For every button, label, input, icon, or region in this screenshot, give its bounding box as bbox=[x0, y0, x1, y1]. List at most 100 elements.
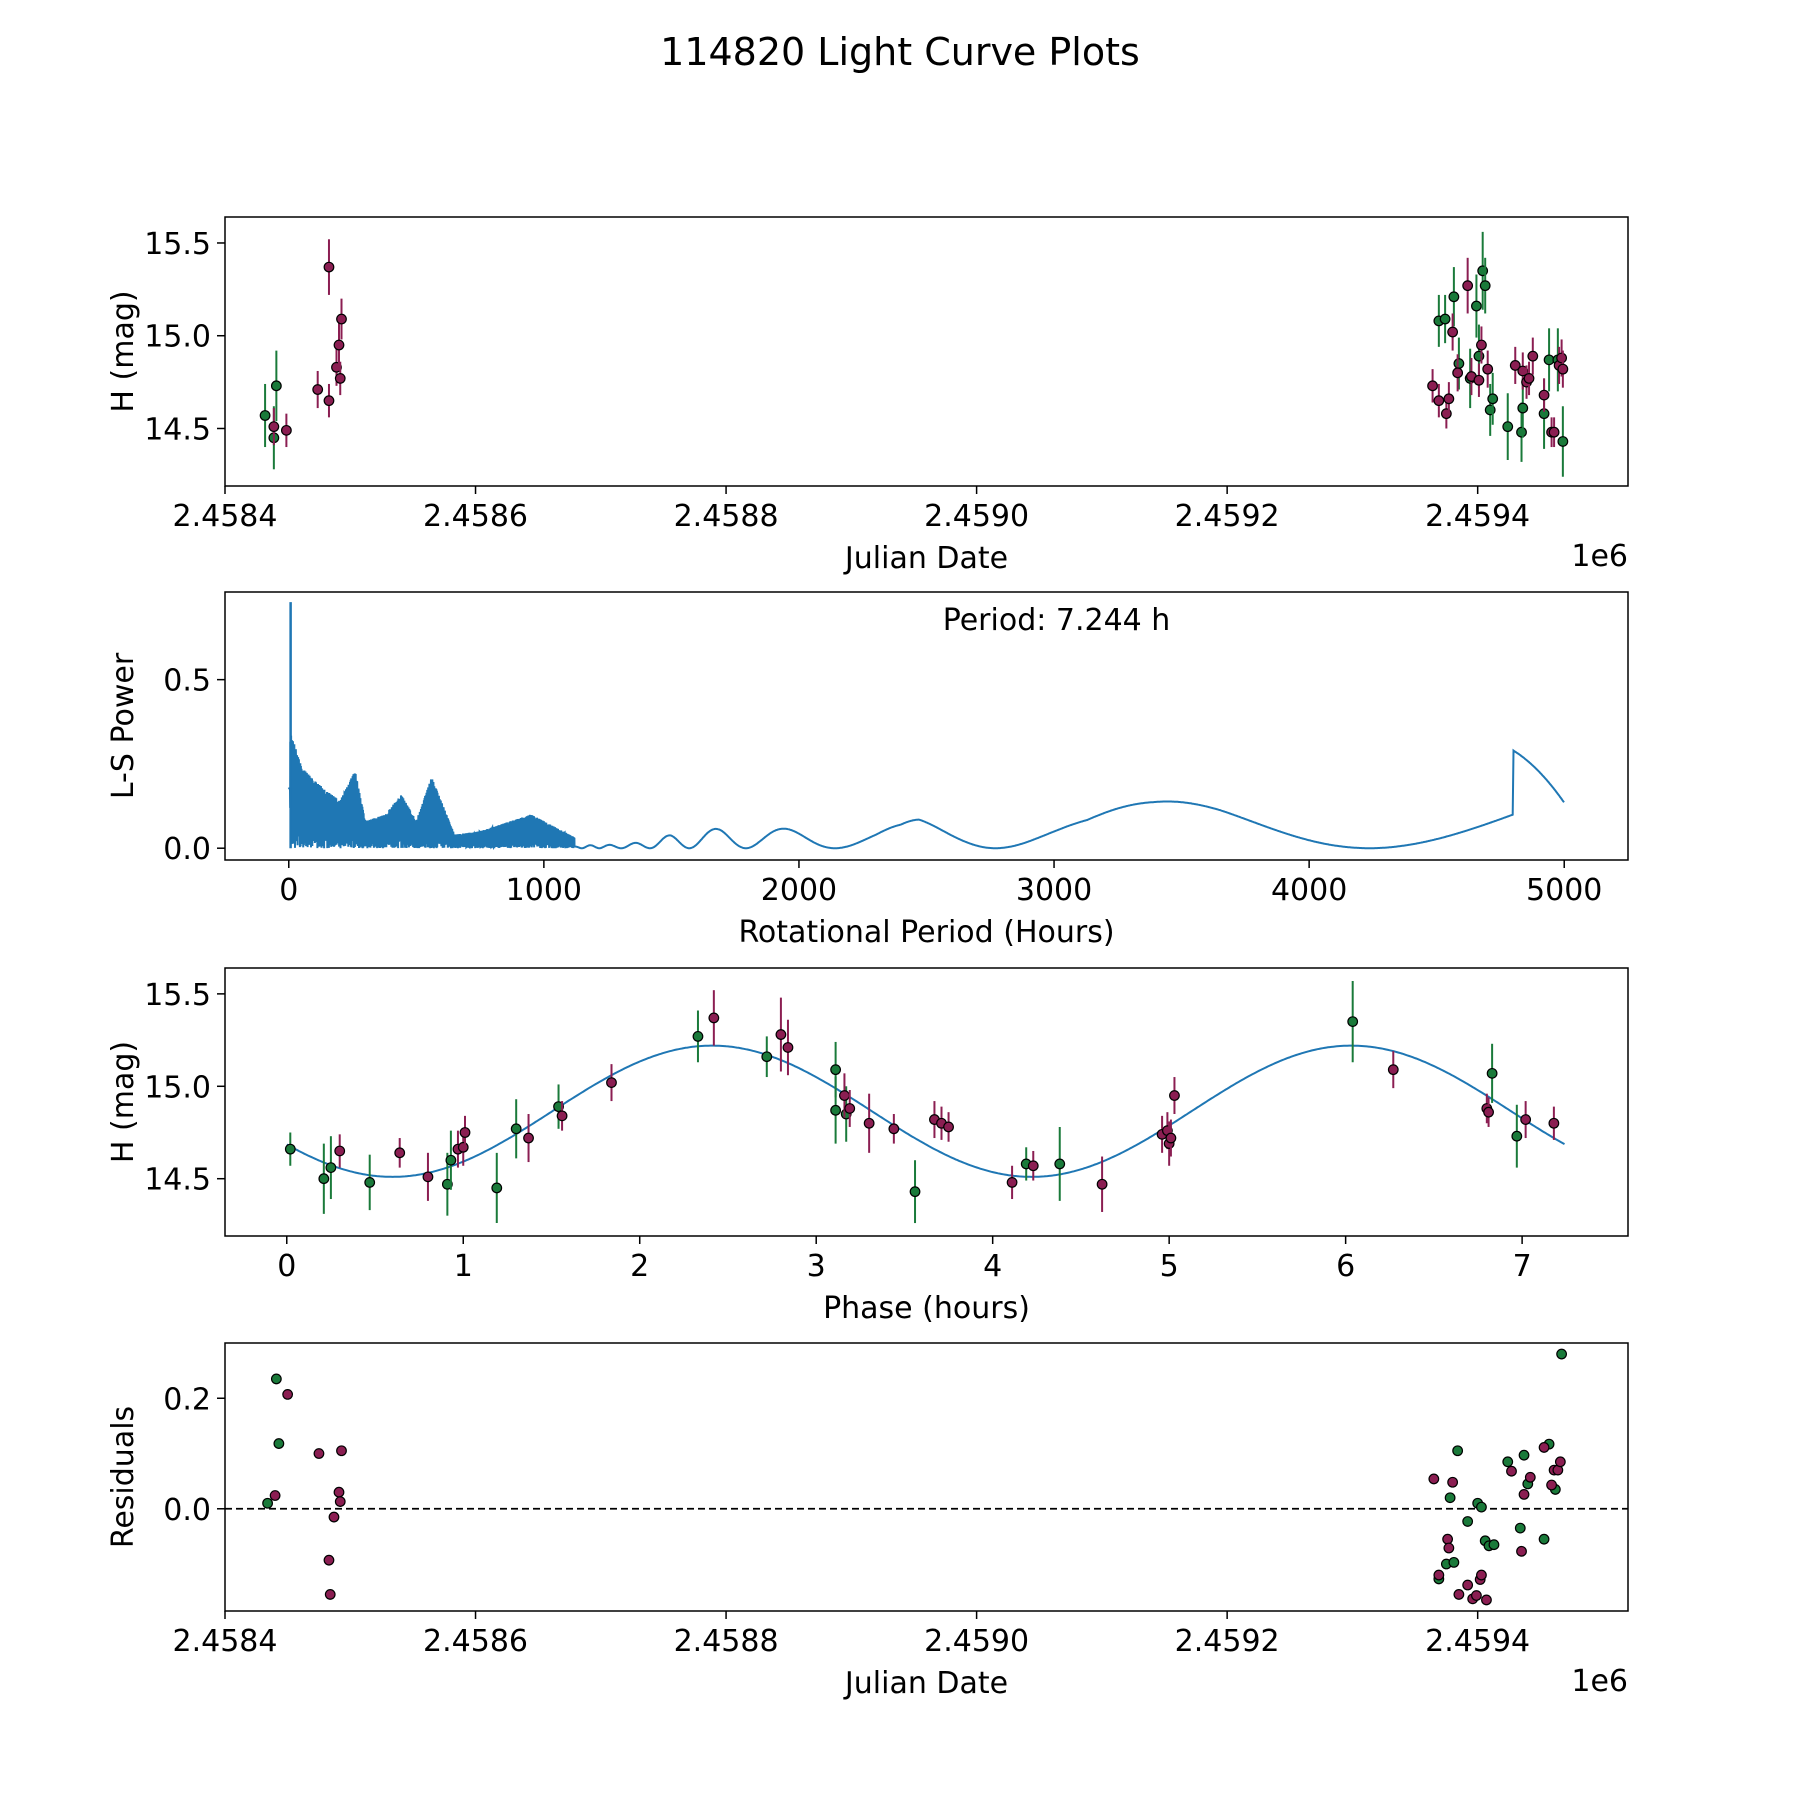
data-point-purple bbox=[1433, 395, 1445, 407]
data-point-purple bbox=[457, 1141, 469, 1153]
data-point-purple bbox=[1548, 426, 1560, 438]
x-tick-label: 1000 bbox=[506, 873, 582, 908]
data-point-purple bbox=[1517, 365, 1529, 377]
plot-area bbox=[259, 231, 1569, 477]
data-point-purple bbox=[1481, 1594, 1492, 1606]
data-point-purple bbox=[1506, 1465, 1517, 1477]
data-point-purple bbox=[1428, 1473, 1440, 1485]
data-point-purple bbox=[1546, 1479, 1557, 1491]
y-tick-label: 14.5 bbox=[144, 412, 211, 447]
data-point-purple bbox=[1476, 1569, 1487, 1581]
x-tick-label: 2000 bbox=[761, 873, 837, 908]
data-point-purple bbox=[782, 1042, 794, 1053]
data-point-purple bbox=[1548, 1117, 1560, 1129]
data-point-purple bbox=[336, 313, 347, 325]
data-point-purple bbox=[1483, 1106, 1494, 1118]
data-point-green bbox=[273, 1438, 285, 1449]
data-point-green bbox=[1471, 300, 1482, 312]
data-point-purple bbox=[1509, 360, 1521, 371]
data-point-green bbox=[262, 1497, 273, 1509]
x-tick-label: 2.4590 bbox=[924, 499, 1029, 534]
x-tick-label: 4000 bbox=[1271, 873, 1347, 908]
data-point-green bbox=[259, 410, 271, 421]
data-point-purple bbox=[863, 1117, 875, 1129]
data-point-purple bbox=[1482, 363, 1494, 375]
x-tick-label: 2.4592 bbox=[1175, 1624, 1280, 1659]
data-point-purple bbox=[1462, 280, 1474, 292]
x-axis-label: Phase (hours) bbox=[823, 1291, 1030, 1326]
data-point-green bbox=[1448, 1556, 1460, 1568]
x-axis-label: Julian Date bbox=[843, 541, 1008, 576]
data-point-purple bbox=[333, 1486, 345, 1498]
data-point-green bbox=[1543, 354, 1555, 366]
data-point-purple bbox=[606, 1077, 617, 1088]
data-point-purple bbox=[943, 1121, 954, 1133]
x-tick-label: 5 bbox=[1160, 1249, 1179, 1284]
axes-frame bbox=[224, 1342, 1629, 1612]
data-point-green bbox=[325, 1162, 337, 1174]
data-point-purple bbox=[1165, 1132, 1177, 1144]
data-point-green bbox=[1516, 426, 1527, 438]
data-point-green bbox=[1054, 1158, 1066, 1170]
data-point-purple bbox=[1476, 339, 1487, 351]
x-tick-label: 2 bbox=[630, 1249, 649, 1284]
data-point-green bbox=[1518, 1449, 1530, 1461]
data-point-purple bbox=[1471, 1590, 1482, 1601]
data-point-purple bbox=[280, 424, 292, 436]
data-point-green bbox=[318, 1173, 330, 1185]
data-point-green bbox=[1452, 1445, 1464, 1457]
x-tick-label: 2.4594 bbox=[1425, 499, 1530, 534]
data-point-green bbox=[1514, 1522, 1526, 1534]
data-point-purple bbox=[334, 1145, 346, 1157]
data-point-green bbox=[1487, 393, 1499, 405]
x-tick-label: 2.4586 bbox=[423, 1624, 528, 1659]
x-tick-label: 2.4588 bbox=[674, 1624, 779, 1659]
data-point-purple bbox=[1027, 1160, 1039, 1172]
x-tick-label: 7 bbox=[1513, 1249, 1532, 1284]
data-point-green bbox=[491, 1182, 503, 1194]
data-point-green bbox=[1488, 1539, 1500, 1551]
data-point-purple bbox=[1447, 326, 1459, 338]
data-point-purple bbox=[1557, 363, 1569, 375]
data-point-green bbox=[1486, 1067, 1498, 1079]
data-point-purple bbox=[556, 1110, 568, 1122]
data-point-purple bbox=[1527, 350, 1539, 362]
data-point-purple bbox=[1096, 1178, 1108, 1190]
x-tick-label: 2.4584 bbox=[173, 1624, 278, 1659]
data-point-purple bbox=[328, 1511, 340, 1523]
axes-frame bbox=[224, 216, 1629, 487]
data-point-purple bbox=[269, 1490, 281, 1501]
data-point-purple bbox=[334, 1496, 346, 1507]
axes-frame bbox=[224, 591, 1629, 861]
data-point-green bbox=[1453, 358, 1465, 369]
data-point-purple bbox=[1516, 1545, 1527, 1557]
figure-title: 114820 Light Curve Plots bbox=[660, 30, 1140, 74]
data-point-purple bbox=[1169, 1090, 1180, 1101]
y-tick-label: 15.5 bbox=[144, 227, 211, 262]
data-point-purple bbox=[313, 1448, 325, 1459]
x-tick-label: 5000 bbox=[1526, 873, 1602, 908]
y-axis-label: H (mag) bbox=[106, 290, 141, 412]
plot-area bbox=[287, 602, 1565, 851]
data-point-purple bbox=[1006, 1176, 1018, 1188]
y-tick-label: 0.0 bbox=[163, 832, 211, 867]
x-tick-label: 3000 bbox=[1016, 873, 1092, 908]
data-point-purple bbox=[1523, 373, 1535, 384]
x-tick-label: 2.4594 bbox=[1425, 1624, 1530, 1659]
data-point-green bbox=[1502, 1456, 1514, 1468]
data-point-purple bbox=[323, 1554, 335, 1566]
data-point-purple bbox=[324, 1589, 336, 1600]
data-point-green bbox=[445, 1154, 457, 1166]
data-point-purple bbox=[333, 339, 345, 351]
data-point-purple bbox=[1556, 352, 1568, 364]
y-axis-label: L-S Power bbox=[106, 652, 141, 799]
data-point-green bbox=[1556, 1348, 1568, 1360]
data-point-green bbox=[270, 1373, 282, 1385]
data-point-green bbox=[1517, 402, 1529, 414]
data-point-purple bbox=[459, 1127, 471, 1138]
x-tick-label: 2.4586 bbox=[423, 499, 528, 534]
fit-curve bbox=[286, 1044, 1565, 1178]
data-point-purple bbox=[775, 1029, 787, 1040]
data-point-green bbox=[270, 380, 282, 392]
data-point-purple bbox=[323, 261, 335, 273]
